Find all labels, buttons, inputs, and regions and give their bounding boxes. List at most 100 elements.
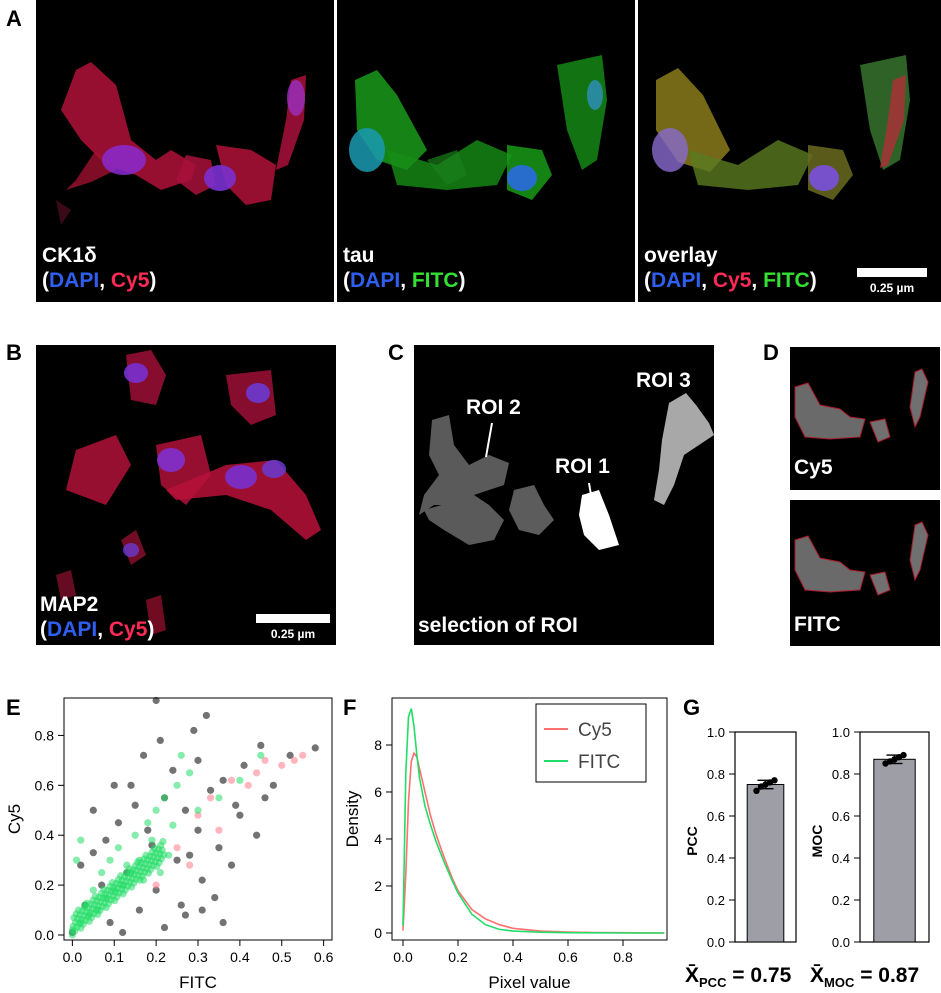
scatter-point: [211, 893, 219, 902]
scatter-point: [152, 806, 160, 814]
y-tick-label: 0.8: [707, 767, 725, 782]
scale-bar-label: 0.25 µm: [270, 627, 316, 641]
x-tick-label: 0.5: [272, 949, 292, 965]
x-tick-label: 0.4: [503, 949, 523, 965]
mean-subscript: PCC: [699, 975, 727, 990]
scatter-point: [148, 836, 156, 844]
y-tick-label: 0.2: [35, 877, 55, 893]
replicate-point: [753, 787, 760, 794]
scatter-point: [219, 918, 227, 927]
scatter-plot-cy5-vs-fitc: 0.0 0.1 0.2 0.3 0.4 0.5 0.6 0.0 0.2 0.4 0.6 0.8 FITC…: [5, 696, 334, 992]
scatter-point: [236, 776, 244, 784]
y-tick-label: 0.4: [832, 851, 850, 866]
scatter-point: [160, 923, 169, 932]
scatter-point: [278, 761, 286, 769]
mean-symbol: X̄: [810, 964, 824, 987]
micrograph-map2: MAP2 (DAPI, Cy5) 0.25 µm: [36, 345, 336, 645]
scatter-point: [232, 801, 240, 809]
scatter-point: [227, 776, 236, 784]
y-tick-label: 0.0: [707, 935, 725, 950]
y-axis-label: Density: [343, 790, 362, 847]
caption-map2: MAP2 (DAPI, Cy5): [40, 593, 155, 641]
caption-d-cy5: Cy5: [794, 456, 833, 479]
x-tick-label: 0.1: [105, 949, 125, 965]
scatter-point: [181, 806, 190, 814]
y-tick-label: 0: [374, 925, 382, 941]
micrograph-ck1d-cells: [56, 62, 306, 225]
scatter-point: [77, 861, 85, 869]
scatter-point: [110, 781, 118, 789]
scatter-point: [261, 794, 269, 802]
scatter-point: [131, 831, 139, 839]
channel-fitc: FITC: [411, 269, 459, 292]
roi-channel-fitc: FITC: [790, 500, 940, 646]
scatter-point: [290, 756, 298, 764]
density-line-cy5: [402, 751, 665, 934]
panel-label-e: E: [6, 695, 21, 720]
marker-name-ck1d: CK1δ: [42, 244, 97, 267]
channel-dapi: DAPI: [49, 269, 100, 292]
x-tick-label: 0.3: [188, 949, 208, 965]
scatter-point: [186, 861, 194, 869]
y-tick-label: 1.0: [707, 725, 725, 740]
scatter-point: [253, 831, 261, 839]
x-tick-label: 0.6: [558, 949, 578, 965]
scatter-point: [159, 837, 167, 846]
scatter-point: [286, 751, 294, 759]
x-tick-label: 0.2: [146, 949, 166, 965]
y-tick-label: 8: [374, 737, 382, 753]
roi-2-pointer: [485, 422, 493, 458]
roi-channel-cy5: Cy5: [790, 347, 940, 490]
scatter-point: [119, 928, 127, 937]
y-tick-label: 0.8: [35, 727, 55, 743]
scatter-point: [236, 811, 244, 819]
scatter-point: [257, 741, 265, 750]
scatter-point: [219, 776, 227, 784]
density-line-fitc: [402, 708, 665, 934]
replicate-point: [771, 777, 778, 784]
scatter-point: [106, 856, 114, 864]
scatter-point: [152, 886, 160, 894]
scatter-point: [257, 751, 265, 759]
scatter-point: [77, 836, 85, 844]
scatter-point: [194, 806, 202, 814]
scatter-point: [186, 851, 194, 859]
scatter-point: [160, 851, 168, 859]
scatter-point: [227, 861, 236, 869]
scatter-point: [131, 801, 139, 809]
x-tick-label: 0.6: [314, 949, 334, 965]
roi-3-label: ROI 3: [636, 369, 691, 392]
y-axis-label: Cy5: [5, 804, 24, 834]
y-axis-label: MOC: [809, 825, 825, 858]
scatter-point: [194, 826, 202, 834]
bar-pcc: [746, 784, 785, 943]
scatter-point: [206, 794, 215, 802]
scatter-point: [173, 844, 181, 852]
channel-cy5: Cy5: [108, 618, 148, 641]
roi-channel-fitc-cells: [794, 521, 929, 596]
x-axis-label: FITC: [179, 973, 217, 992]
scatter-point: [106, 918, 114, 927]
caption-roi-selection: selection of ROI: [418, 614, 578, 637]
scatter-point: [215, 844, 223, 852]
bar-moc: [873, 758, 916, 943]
scatter-point: [215, 794, 223, 802]
scatter-point: [202, 711, 210, 720]
channel-dapi: DAPI: [651, 269, 702, 292]
y-tick-label: 0.8: [832, 767, 850, 782]
scatter-point: [127, 781, 135, 789]
y-tick-label: 6: [374, 784, 382, 800]
panel-label-b: B: [6, 340, 22, 365]
channel-cy5: Cy5: [110, 269, 150, 292]
mean-value: = 0.75: [726, 964, 791, 987]
scatter-point: [173, 856, 181, 864]
legend-box: [535, 703, 647, 783]
panel-label-g: G: [683, 695, 701, 720]
scatter-point: [215, 826, 223, 834]
channel-cy5: Cy5: [712, 269, 752, 292]
scatter-point: [152, 696, 160, 705]
y-tick-label: 0.4: [707, 851, 725, 866]
scatter-point: [169, 766, 177, 774]
scatter-point: [244, 781, 252, 789]
